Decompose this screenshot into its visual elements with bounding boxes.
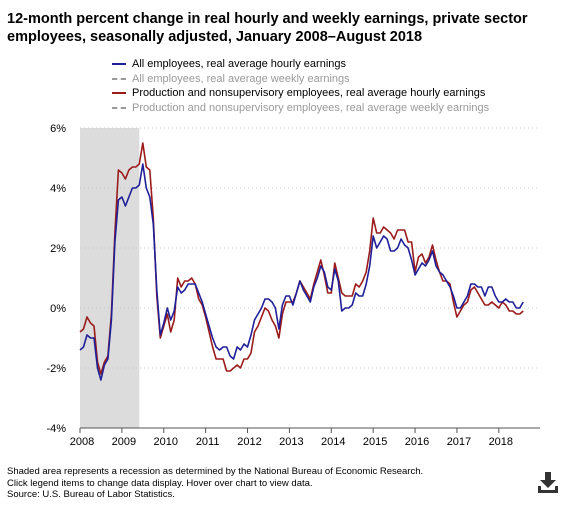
x-tick-label: 2016 (405, 436, 429, 448)
x-tick-label: 2015 (363, 436, 387, 448)
download-button[interactable] (537, 470, 559, 494)
legend-swatch (112, 77, 126, 80)
legend-label: All employees, real average hourly earni… (132, 58, 347, 71)
x-tick-label: 2010 (154, 436, 178, 448)
x-tick-label: 2013 (279, 436, 303, 448)
x-tick-label: 2014 (321, 436, 345, 448)
footnote-recession: Shaded area represents a recession as de… (7, 466, 424, 477)
x-tick-label: 2012 (237, 436, 261, 448)
y-tick-label: 0% (50, 303, 66, 315)
x-tick-label: 2008 (70, 436, 94, 448)
legend-label: Production and nonsupervisory employees,… (132, 87, 486, 100)
y-tick-label: 4% (50, 183, 66, 195)
y-tick-label: 6% (50, 123, 66, 135)
legend-swatch (112, 106, 126, 109)
legend-item-production-hourly[interactable]: Production and nonsupervisory employees,… (112, 86, 489, 101)
y-tick-label: -2% (46, 363, 66, 375)
legend-label: All employees, real average weekly earni… (132, 72, 350, 85)
chart-title: 12-month percent change in real hourly a… (7, 11, 528, 45)
legend-label: Production and nonsupervisory employees,… (132, 101, 490, 114)
y-tick-label: -4% (46, 423, 66, 435)
line-chart[interactable]: -4% -2% 0% 2% 4% 6% 2008 2009 2010 2011 2012 2013 20… (0, 0, 580, 460)
legend-item-all-hourly[interactable]: All employees, real average hourly earni… (112, 57, 489, 72)
chart-legend: All employees, real average hourly earni… (112, 57, 489, 115)
x-tick-label: 2011 (196, 436, 220, 448)
x-tick-label: 2009 (112, 436, 136, 448)
footnotes: Shaded area represents a recession as de… (7, 466, 423, 501)
x-tick-label: 2017 (447, 436, 471, 448)
series-line-production-hourly (79, 142, 524, 375)
y-tick-label: 2% (50, 243, 66, 255)
footnote-instructions: Click legend items to change data displa… (7, 477, 313, 489)
legend-swatch (112, 92, 126, 95)
legend-item-all-weekly[interactable]: All employees, real average weekly earni… (112, 72, 489, 87)
legend-item-production-weekly[interactable]: Production and nonsupervisory employees,… (112, 101, 489, 116)
series-line-all-hourly (79, 163, 524, 381)
x-tick-label: 2018 (489, 436, 513, 448)
footnote-source: Source: U.S. Bureau of Labor Statistics. (7, 489, 175, 500)
download-icon (538, 472, 558, 493)
recession-shading (80, 128, 140, 428)
legend-swatch (112, 63, 126, 66)
